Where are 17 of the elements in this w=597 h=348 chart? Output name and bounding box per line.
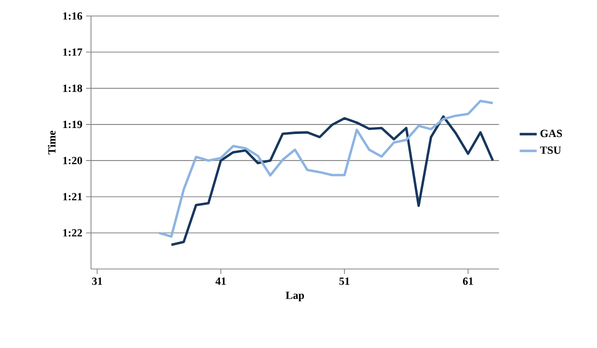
line-series (170, 115, 494, 246)
y-tick-label: 1:16 (63, 12, 82, 20)
line-series (158, 100, 494, 238)
x-tick-label: 31 (92, 278, 102, 285)
y-tick-label: 1:22 (63, 229, 82, 237)
y-tick-label: 1:18 (63, 84, 82, 92)
x-tick-label: 41 (215, 278, 226, 285)
x-tick-label: 51 (339, 278, 350, 285)
y-tick-label: 1:20 (63, 156, 82, 164)
y-tick-label: 1:21 (63, 193, 82, 200)
y-tick-label: 1:19 (63, 120, 82, 128)
y-tick-label: 1:17 (63, 48, 82, 56)
x-tick-label: 61 (462, 278, 473, 285)
x-axis-title: Lap (286, 292, 304, 302)
legend-label: TSU (540, 146, 561, 154)
legend-label: GAS (540, 130, 562, 138)
y-axis-title: Time (48, 130, 56, 154)
